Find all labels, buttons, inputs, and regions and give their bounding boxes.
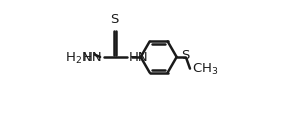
Text: HN: HN (83, 51, 103, 64)
Text: H$_2$N: H$_2$N (65, 50, 92, 65)
Text: S: S (110, 12, 119, 25)
Text: S: S (181, 49, 190, 61)
Text: HN: HN (129, 51, 149, 64)
Text: CH$_3$: CH$_3$ (192, 62, 218, 76)
